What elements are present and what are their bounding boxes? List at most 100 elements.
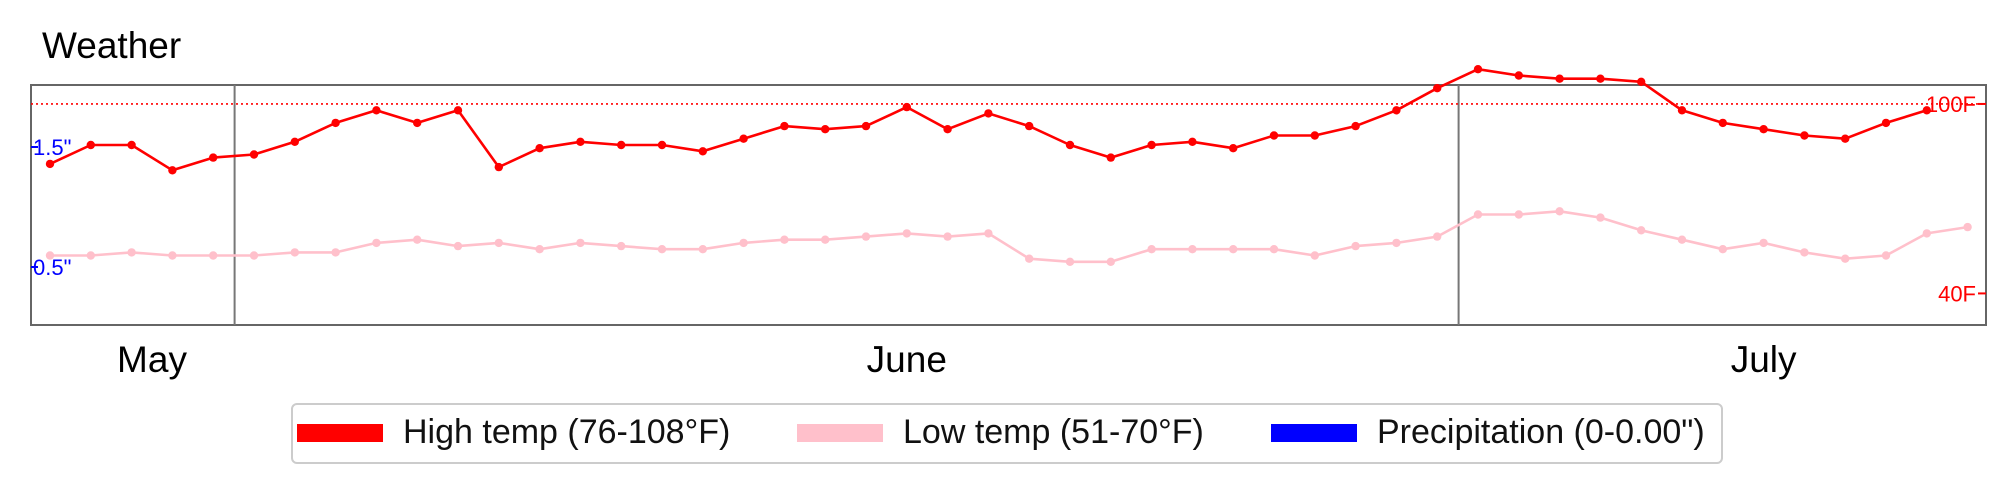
data-point <box>1963 222 1972 232</box>
data-point <box>1188 137 1197 146</box>
data-point <box>1637 77 1646 87</box>
data-point <box>168 251 177 260</box>
data-point <box>86 251 96 260</box>
series-1 <box>45 207 1972 266</box>
data-point <box>1473 210 1483 219</box>
data-point <box>209 251 218 260</box>
month-label-0: May <box>117 339 187 380</box>
data-point <box>453 106 463 115</box>
data-point <box>984 229 993 238</box>
data-point <box>413 235 422 244</box>
data-point <box>331 248 340 257</box>
data-point <box>1229 245 1238 254</box>
data-point <box>576 238 585 248</box>
data-point <box>1677 106 1687 115</box>
legend-swatch-2 <box>1271 424 1357 442</box>
data-point <box>902 229 911 238</box>
data-point <box>290 248 299 257</box>
data-point <box>1555 207 1564 216</box>
data-point <box>1596 213 1605 222</box>
month-boundaries <box>233 85 1460 325</box>
data-point <box>1800 131 1809 140</box>
data-point <box>1555 74 1564 83</box>
data-point <box>943 232 952 241</box>
month-label-1: June <box>867 339 947 380</box>
data-point <box>1596 74 1605 83</box>
data-point <box>372 106 381 115</box>
data-point <box>1106 257 1116 266</box>
data-point <box>1841 134 1850 143</box>
month-labels: May June July <box>117 339 1797 380</box>
month-label-2: July <box>1731 339 1797 380</box>
data-point <box>1147 245 1156 254</box>
data-point <box>1351 241 1360 251</box>
plot-frame <box>30 84 1987 326</box>
legend-label-1: Low temp (51-70°F) <box>903 413 1204 451</box>
data-point <box>657 245 667 254</box>
data-point <box>780 121 789 131</box>
data-point <box>1922 229 1932 238</box>
data-point <box>1392 106 1401 115</box>
data-point <box>413 118 422 128</box>
data-point <box>698 245 707 254</box>
right-tick-label-0: 100F <box>1926 92 1976 117</box>
data-point <box>1106 153 1116 162</box>
data-point <box>1310 131 1320 140</box>
data-point <box>331 118 340 128</box>
data-point <box>1433 84 1442 93</box>
data-point <box>1759 238 1768 248</box>
left-tick-label-1: 0.5" <box>33 255 71 280</box>
data-point <box>168 166 177 175</box>
right-axis: 100F 40F <box>1926 92 1986 306</box>
data-point <box>821 235 830 244</box>
data-point <box>1147 140 1156 150</box>
data-point <box>1881 118 1891 128</box>
data-point <box>290 137 299 146</box>
data-point <box>86 140 96 150</box>
chart-title: Weather <box>42 25 181 66</box>
legend-label-2: Precipitation (0-0.00") <box>1377 413 1705 451</box>
data-point <box>1637 226 1646 235</box>
data-point <box>249 150 259 159</box>
data-point <box>943 125 952 134</box>
data-point <box>617 140 626 150</box>
data-point <box>902 102 911 112</box>
data-point <box>45 159 55 169</box>
data-point <box>1514 71 1524 80</box>
data-point <box>1065 257 1075 266</box>
data-point <box>1392 238 1401 248</box>
data-point <box>1351 121 1360 131</box>
data-point <box>494 238 503 248</box>
data-point <box>1473 65 1483 74</box>
data-point <box>535 144 544 153</box>
data-point <box>1310 251 1320 260</box>
data-point <box>1025 254 1034 263</box>
data-point <box>1433 232 1442 241</box>
data-point <box>657 140 667 150</box>
data-point <box>1229 144 1238 153</box>
data-point <box>127 248 136 257</box>
left-tick-label-0: 1.5" <box>33 135 71 160</box>
series-layer <box>45 65 1972 266</box>
data-point <box>1759 125 1768 134</box>
data-point <box>984 109 993 118</box>
data-point <box>1269 131 1279 140</box>
legend: High temp (76-108°F) Low temp (51-70°F) Pr… <box>291 403 1723 464</box>
data-point <box>1188 245 1197 254</box>
series-line-1 <box>50 210 1968 264</box>
data-point <box>739 134 748 143</box>
data-point <box>1881 251 1891 260</box>
data-point <box>1718 118 1728 128</box>
data-point <box>249 251 259 260</box>
data-point <box>1269 245 1279 254</box>
data-point <box>861 232 871 241</box>
data-point <box>209 153 218 162</box>
data-point <box>576 137 585 146</box>
left-axis: 1.5" 0.5" <box>31 135 71 280</box>
data-point <box>453 241 463 251</box>
data-point <box>535 245 544 254</box>
data-point <box>1514 210 1524 219</box>
legend-frame <box>291 403 1723 464</box>
data-point <box>821 125 830 134</box>
data-point <box>861 121 871 131</box>
